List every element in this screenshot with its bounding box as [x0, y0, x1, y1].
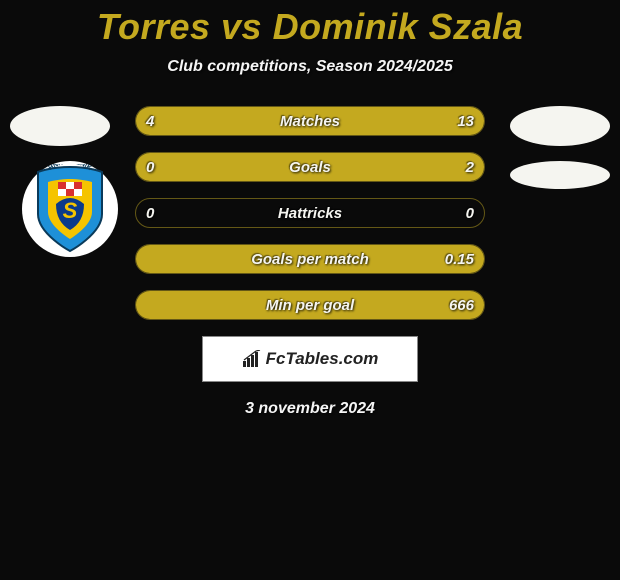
player-avatar-right: [510, 106, 610, 146]
shield-icon: S HNK ŠIBENIK: [30, 164, 110, 254]
stat-row: 0 2 Goals: [135, 152, 485, 182]
player-avatar-right-2: [510, 161, 610, 189]
brand-label: FcTables.com: [266, 349, 379, 369]
stat-value-right: 2: [466, 159, 474, 176]
stat-label: Goals: [289, 159, 331, 176]
player-avatar-left: [10, 106, 110, 146]
stat-row: 0.15 Goals per match: [135, 244, 485, 274]
bar-fill-right: [213, 107, 484, 135]
page-title: Torres vs Dominik Szala: [0, 0, 620, 48]
subtitle: Club competitions, Season 2024/2025: [0, 58, 620, 76]
comparison-content: S HNK ŠIBENIK 4 13 Matches 0 2 Goals 0 0 Hattric…: [0, 106, 620, 418]
stat-value-right: 0.15: [445, 251, 474, 268]
stat-value-left: 4: [146, 113, 154, 130]
stat-label: Goals per match: [251, 251, 369, 268]
date-text: 3 november 2024: [0, 400, 620, 418]
chart-icon: [242, 350, 262, 368]
stat-value-right: 13: [457, 113, 474, 130]
stat-value-left: 0: [146, 205, 154, 222]
svg-text:S: S: [63, 198, 78, 223]
stat-row: 4 13 Matches: [135, 106, 485, 136]
stat-label: Hattricks: [278, 205, 342, 222]
stat-value-right: 0: [466, 205, 474, 222]
club-badge-left: S HNK ŠIBENIK: [22, 161, 118, 257]
stat-label: Matches: [280, 113, 340, 130]
brand-box[interactable]: FcTables.com: [202, 336, 418, 382]
stat-label: Min per goal: [266, 297, 354, 314]
stat-value-right: 666: [449, 297, 474, 314]
stat-bars: 4 13 Matches 0 2 Goals 0 0 Hattricks 0.15 Goals pe…: [135, 106, 485, 320]
stat-row: 666 Min per goal: [135, 290, 485, 320]
stat-row: 0 0 Hattricks: [135, 198, 485, 228]
stat-value-left: 0: [146, 159, 154, 176]
